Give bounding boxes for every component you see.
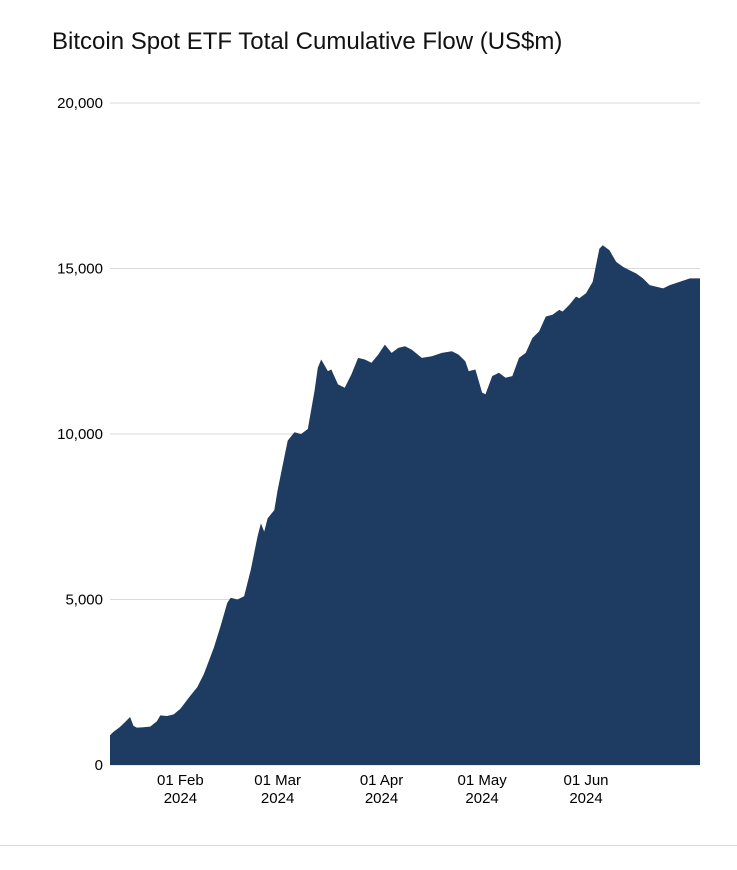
- x-tick-label: 01 Feb: [157, 772, 204, 789]
- x-tick-label: 01 Jun: [563, 772, 608, 789]
- x-tick-label: 01 Apr: [360, 772, 403, 789]
- x-tick-label: 2024: [164, 790, 197, 807]
- y-tick-label: 15,000: [57, 261, 103, 278]
- y-tick-label: 10,000: [57, 426, 103, 443]
- chart-title: Bitcoin Spot ETF Total Cumulative Flow (…: [52, 28, 563, 55]
- y-tick-label: 0: [95, 757, 103, 774]
- x-tick-label: 2024: [465, 790, 498, 807]
- x-tick-label: 01 Mar: [254, 772, 301, 789]
- y-tick-label: 20,000: [57, 95, 103, 112]
- x-tick-label: 01 May: [458, 772, 508, 789]
- x-tick-label: 2024: [365, 790, 398, 807]
- area-series: [110, 245, 700, 766]
- footer-divider: [0, 845, 737, 846]
- y-tick-label: 5,000: [65, 592, 103, 609]
- x-tick-label: 2024: [569, 790, 602, 807]
- x-tick-label: 2024: [261, 790, 294, 807]
